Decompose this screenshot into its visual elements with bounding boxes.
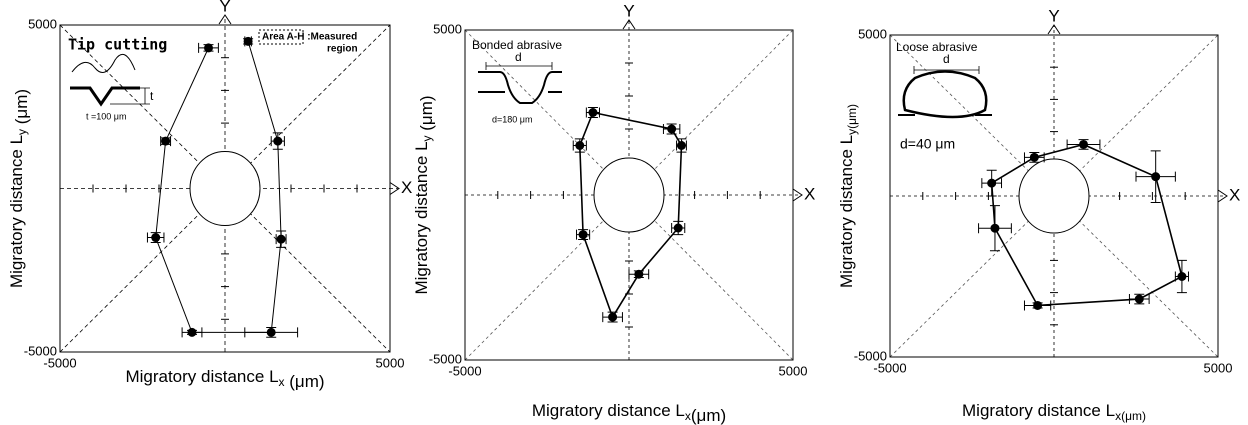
inset-title: Tip cutting bbox=[68, 36, 167, 54]
connect-line bbox=[990, 143, 1183, 307]
label-part: Migratory distance L bbox=[125, 367, 278, 386]
region-label: region bbox=[327, 44, 358, 55]
data-point bbox=[987, 178, 997, 188]
inset-note: d=40 μm bbox=[900, 136, 955, 152]
data-point bbox=[273, 136, 283, 146]
data-point bbox=[676, 141, 686, 150]
tip-cut bbox=[70, 86, 140, 107]
y-tick-label: 5000 bbox=[28, 16, 57, 31]
label-subscript: x(μm) bbox=[1115, 409, 1146, 423]
label-part: Migratory distance L bbox=[412, 141, 431, 294]
groove-shape bbox=[902, 70, 988, 119]
data-point bbox=[608, 312, 618, 322]
label-subscript: y(μm) bbox=[845, 104, 859, 135]
region-label: Area A-H :Measured bbox=[262, 32, 357, 43]
label-part: (μm) bbox=[12, 89, 31, 129]
data-point bbox=[588, 108, 598, 117]
data-point bbox=[266, 327, 276, 337]
data-point bbox=[187, 327, 197, 337]
label-part: Migratory distance L bbox=[532, 401, 685, 420]
data-point bbox=[151, 233, 161, 243]
inset-title: Bonded abrasive bbox=[472, 38, 562, 52]
y-axis-name: Y bbox=[1048, 6, 1059, 25]
data-point bbox=[673, 223, 683, 233]
y-axis-label: Migratory distance Ly (μm) bbox=[412, 95, 436, 294]
y-tick-label: -5000 bbox=[429, 351, 462, 366]
groove-shape bbox=[478, 71, 562, 104]
label-part: (μm) bbox=[285, 372, 325, 391]
center-hole bbox=[189, 151, 261, 226]
x-tick-label: -5000 bbox=[43, 355, 76, 370]
data-point bbox=[990, 223, 1000, 233]
y-tick-label: -5000 bbox=[24, 343, 57, 358]
x-arrow bbox=[1217, 189, 1228, 203]
center-hole bbox=[593, 157, 665, 233]
data-point bbox=[667, 124, 677, 134]
x-axis-label: Migratory distance Lx (μm) bbox=[125, 367, 324, 391]
inset-dim: d bbox=[943, 52, 950, 66]
connect-line bbox=[155, 41, 282, 333]
data-point bbox=[575, 141, 585, 150]
inset-title: Loose abrasive bbox=[896, 40, 978, 54]
region-box bbox=[258, 29, 304, 45]
data-point bbox=[1033, 300, 1043, 310]
y-arrow bbox=[1047, 24, 1061, 35]
label-subscript: y bbox=[15, 129, 29, 135]
x-tick-label: 5000 bbox=[779, 363, 808, 378]
data-point bbox=[276, 234, 286, 244]
label-part: (μm) bbox=[691, 406, 726, 425]
dim-line bbox=[485, 62, 553, 70]
x-arrow bbox=[792, 188, 803, 202]
inset-note: t =100 μm bbox=[86, 111, 126, 121]
data-point bbox=[1079, 139, 1089, 149]
data-point bbox=[161, 136, 171, 146]
dim-line bbox=[110, 87, 150, 105]
x-tick-label: 5000 bbox=[1204, 360, 1233, 375]
label-part: Migratory distance L bbox=[962, 401, 1115, 420]
label-subscript: x bbox=[685, 409, 691, 423]
y-tick-label: 5000 bbox=[858, 26, 887, 41]
y-arrow bbox=[622, 19, 636, 30]
label-subscript: x bbox=[279, 375, 285, 389]
x-arrow bbox=[389, 182, 400, 195]
label-part: Migratory distance L bbox=[837, 135, 856, 288]
data-point bbox=[1177, 272, 1187, 281]
y-axis-name: Y bbox=[219, 0, 230, 15]
label-part: (μm) bbox=[417, 95, 436, 135]
inset-dim: t bbox=[150, 89, 154, 103]
data-point bbox=[1151, 172, 1161, 182]
y-tick-label: 5000 bbox=[433, 21, 462, 36]
data-point bbox=[578, 230, 588, 240]
x-tick-label: -5000 bbox=[448, 363, 481, 378]
y-axis-label: Migratory distance Ly(μm) bbox=[837, 104, 859, 288]
y-axis-label: Migratory distance Ly (μm) bbox=[7, 89, 31, 288]
y-axis-name: Y bbox=[623, 1, 634, 20]
tool-shape bbox=[71, 53, 136, 73]
x-axis-name: X bbox=[804, 184, 815, 203]
x-tick-label: -5000 bbox=[873, 360, 906, 375]
label-part: Migratory distance L bbox=[7, 135, 26, 288]
data-point bbox=[243, 36, 253, 46]
inset-dim: d bbox=[515, 50, 522, 64]
x-tick-label: 5000 bbox=[376, 355, 405, 370]
x-axis-name: X bbox=[401, 178, 412, 197]
data-point bbox=[1134, 294, 1144, 304]
x-axis-label: Migratory distance Lx(μm) bbox=[532, 401, 726, 425]
data-point bbox=[634, 269, 644, 279]
inset-note: d=180 μm bbox=[492, 114, 532, 124]
y-tick-label: -5000 bbox=[854, 348, 887, 363]
label-subscript: y bbox=[420, 135, 434, 141]
center-hole bbox=[1018, 158, 1090, 234]
data-point bbox=[1029, 152, 1039, 162]
y-arrow bbox=[218, 14, 232, 25]
x-axis-name: X bbox=[1229, 185, 1240, 204]
dim-line bbox=[913, 66, 980, 74]
data-point bbox=[204, 43, 213, 53]
x-axis-label: Migratory distance Lx(μm) bbox=[962, 401, 1146, 423]
